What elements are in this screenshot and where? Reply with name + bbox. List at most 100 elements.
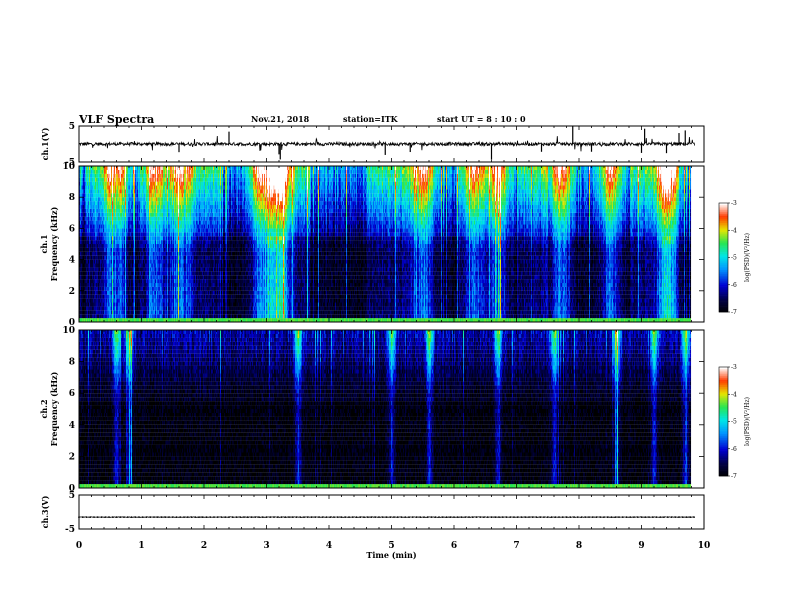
spectrogram-cell [129, 310, 130, 314]
spectrogram-cell [146, 166, 147, 170]
spectrogram-cell [104, 182, 105, 186]
spectrogram-cell [132, 225, 133, 229]
spectrogram-cell [161, 310, 162, 314]
spectrogram-cell [106, 189, 107, 193]
spectrogram-cell [159, 170, 160, 174]
spectrogram-cell [148, 291, 149, 295]
spectrogram-cell [122, 189, 123, 193]
spectrogram-cell [175, 267, 176, 271]
spectrogram-cell [166, 209, 167, 213]
spectrogram-cell [82, 264, 83, 268]
spectrogram-cell [178, 244, 179, 248]
spectrogram-cell [112, 209, 113, 213]
spectrogram-cell [97, 166, 98, 170]
spectrogram-cell [111, 283, 112, 287]
spectrogram-cell [177, 240, 178, 244]
spectrogram-cell [164, 228, 165, 232]
spectrogram-cell [155, 240, 156, 244]
spectrogram-cell [177, 318, 178, 322]
spectrogram-cell [95, 228, 96, 232]
spectrogram-cell [130, 283, 131, 287]
spectrogram-cell [103, 240, 104, 244]
spectrogram-cell [157, 240, 158, 244]
spectrogram-cell [96, 201, 97, 205]
spectrogram-cell [165, 225, 166, 229]
spectrogram-cell [100, 182, 101, 186]
spectrogram-cell [163, 170, 164, 174]
spectrogram-cell [102, 248, 103, 252]
spectrogram-cell [172, 232, 173, 236]
spectrogram-cell [91, 221, 92, 225]
spectrogram-cell [151, 213, 152, 217]
spectrogram-cell [98, 236, 99, 240]
spectrogram-cell [128, 217, 129, 221]
spectrogram-cell [135, 209, 136, 213]
spectrogram-cell [153, 193, 154, 197]
spectrogram-cell [154, 256, 155, 260]
spectrogram-cell [112, 217, 113, 221]
spectrogram-cell [122, 252, 123, 256]
spectrogram-cell [166, 271, 167, 275]
spectrogram-cell [143, 186, 144, 190]
spectrogram-cell [162, 303, 163, 307]
spectrogram-cell [177, 209, 178, 213]
spectrogram-cell [109, 209, 110, 213]
spectrogram-cell [164, 248, 165, 252]
spectrogram-cell [123, 221, 124, 225]
spectrogram-cell [106, 295, 107, 299]
spectrogram-cell [125, 205, 126, 209]
spectrogram-cell [180, 240, 181, 244]
spectrogram-cell [126, 271, 127, 275]
spectrogram-cell [129, 182, 130, 186]
spectrogram-cell [134, 189, 135, 193]
spectrogram-cell [127, 256, 128, 260]
spectrogram-cell [138, 303, 139, 307]
spectrogram-cell [160, 209, 161, 213]
spectrogram-cell [171, 291, 172, 295]
spectrogram-cell [149, 201, 150, 205]
spectrogram-cell [152, 310, 153, 314]
spectrogram-cell [100, 217, 101, 221]
spectrogram-cell [131, 291, 132, 295]
spectrogram-cell [123, 240, 124, 244]
spectrogram-cell [172, 236, 173, 240]
spectrogram-cell [175, 178, 176, 182]
spectrogram-cell [113, 217, 114, 221]
spectrogram-cell [101, 186, 102, 190]
spectrogram-cell [114, 252, 115, 256]
spectrogram-cell [152, 264, 153, 268]
spectrogram-cell [134, 182, 135, 186]
spectrogram-cell [82, 166, 83, 170]
spectrogram-cell [129, 193, 130, 197]
spectrogram-cell [171, 271, 172, 275]
spectrogram-cell [126, 236, 127, 240]
spectrogram-cell [178, 213, 179, 217]
spectrogram-cell [99, 295, 100, 299]
spectrogram-cell [181, 213, 182, 217]
spectrogram-cell [149, 283, 150, 287]
spectrogram-cell [87, 318, 88, 322]
spectrogram-cell [116, 295, 117, 299]
spectrogram-cell [83, 287, 84, 291]
spectrogram-cell [146, 209, 147, 213]
spectrogram-cell [163, 178, 164, 182]
spectrogram-cell [92, 310, 93, 314]
spectrogram-cell [132, 275, 133, 279]
spectrogram-cell [82, 236, 83, 240]
spectrogram-cell [153, 213, 154, 217]
spectrogram-cell [99, 186, 100, 190]
spectrogram-cell [158, 201, 159, 205]
spectrogram-cell [138, 193, 139, 197]
spectrogram-cell [155, 248, 156, 252]
figure-title: VLF Spectra [78, 113, 154, 126]
spectrogram-cell [136, 174, 137, 178]
spectrogram-cell [93, 225, 94, 229]
spectrogram-cell [162, 314, 163, 318]
spectrogram-cell [80, 306, 81, 310]
spectrogram-cell [137, 240, 138, 244]
spectrogram-cell [158, 189, 159, 193]
spectrogram-cell [136, 205, 137, 209]
spectrogram-cell [179, 306, 180, 310]
spectrogram-cell [86, 201, 87, 205]
spectrogram-cell [167, 240, 168, 244]
